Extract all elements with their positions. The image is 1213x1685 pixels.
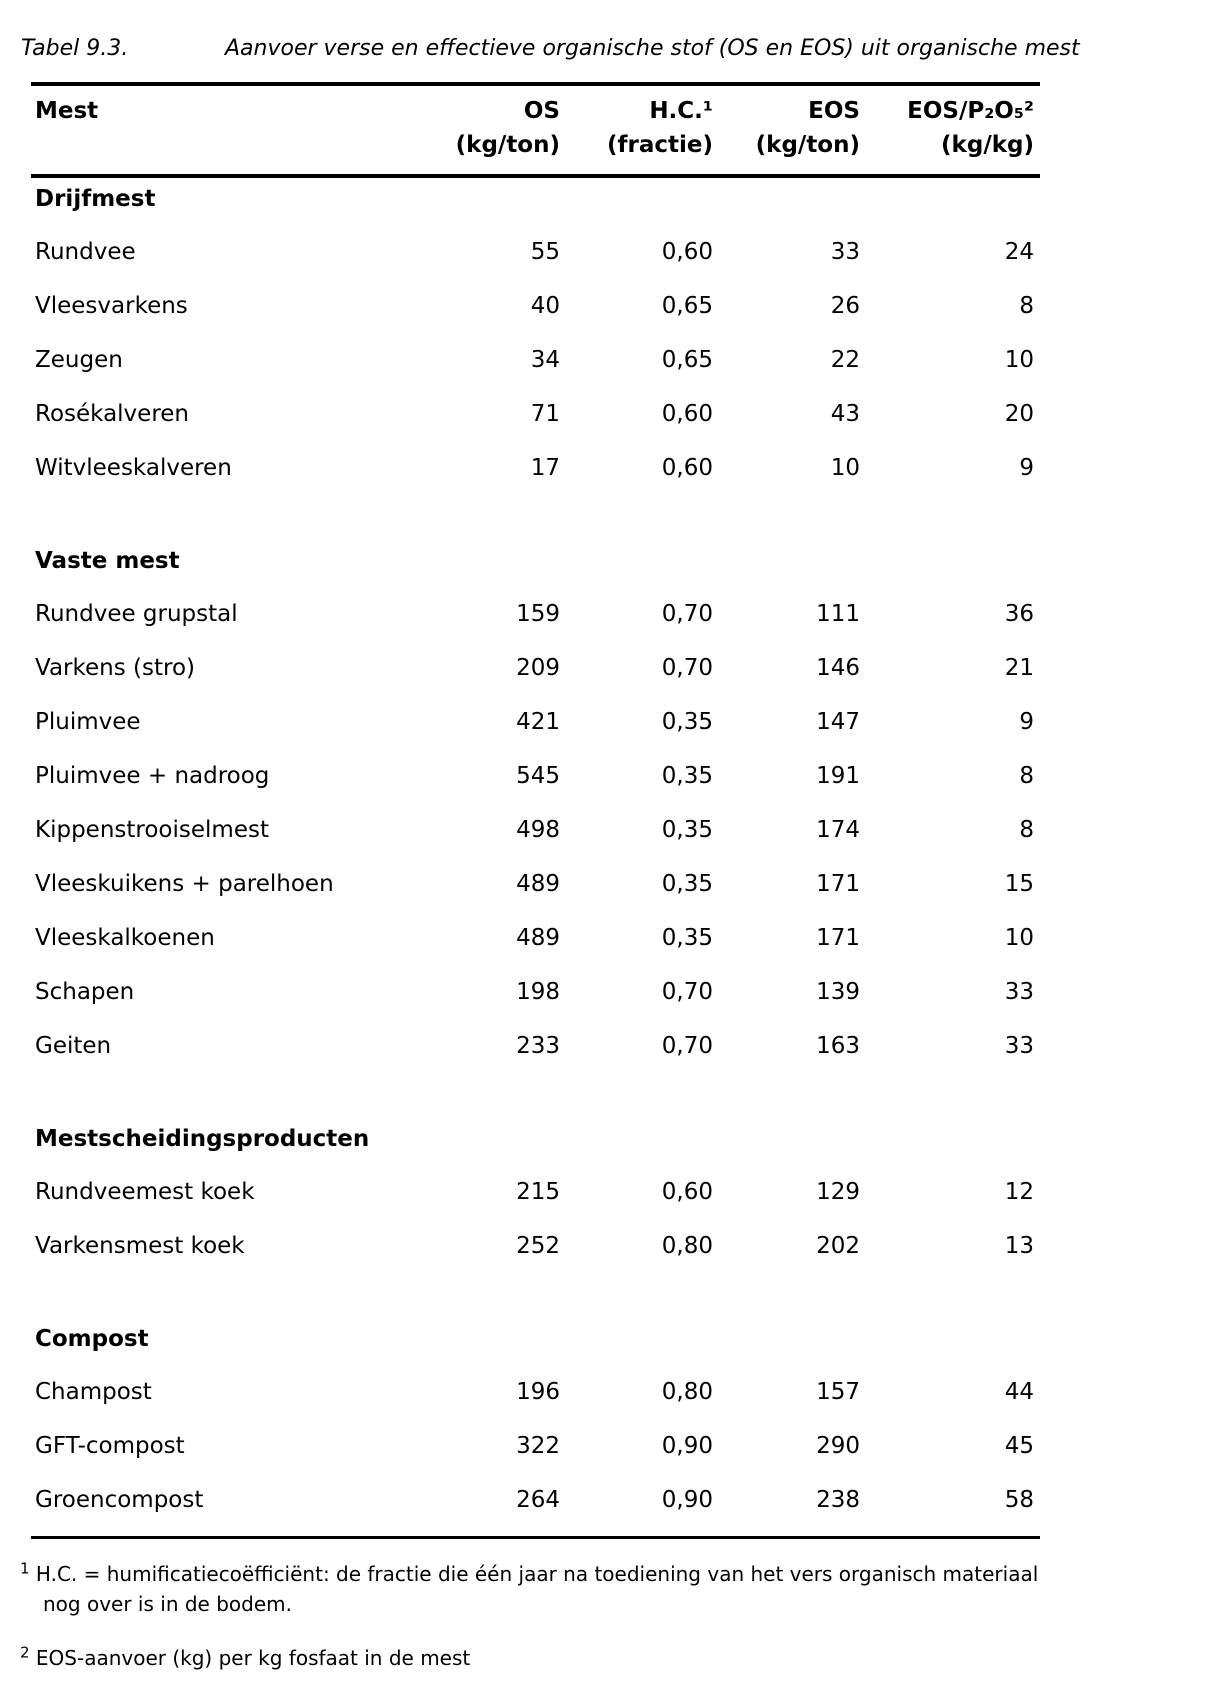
footnote-2-marker: 2 — [20, 1643, 30, 1662]
column-header-eos-p2o5: EOS/P₂O₅² (kg/kg) — [860, 86, 1040, 178]
footnote-1-marker: 1 — [20, 1559, 30, 1578]
table-row: Vleeskalkoenen 489 0,35 171 10 — [35, 924, 1034, 951]
table-row: Kippenstrooiselmest 498 0,35 174 8 — [35, 816, 1034, 843]
section-header-drijfmest: Drijfmest — [35, 186, 156, 212]
table-row: Rundvee grupstal 159 0,70 111 36 — [35, 600, 1034, 627]
column-header-mest: Mest — [31, 86, 371, 178]
footnote-2: 2 EOS-aanvoer (kg) per kg fosfaat in de … — [20, 1643, 1050, 1673]
table-row: Vleeskuikens + parelhoen 489 0,35 171 15 — [35, 870, 1034, 897]
table-row: Pluimvee + nadroog 545 0,35 191 8 — [35, 762, 1034, 789]
table-row: GFT-compost 322 0,90 290 45 — [35, 1432, 1034, 1459]
table-title: Aanvoer verse en effectieve organische s… — [225, 36, 1080, 61]
table-row: Witvleeskalveren 17 0,60 10 9 — [35, 454, 1034, 481]
header-row: Mest OS (kg/ton) H.C.¹ (fractie) EOS (kg… — [31, 86, 1040, 178]
table-row: Groencompost 264 0,90 238 58 — [35, 1486, 1034, 1513]
table-number: Tabel 9.3. — [21, 36, 129, 61]
data-table-container: Mest OS (kg/ton) H.C.¹ (fractie) EOS (kg… — [31, 82, 1040, 1539]
footnote-2-text: EOS-aanvoer (kg) per kg fosfaat in de me… — [35, 1646, 471, 1670]
section-header-compost: Compost — [35, 1326, 149, 1352]
footnotes: 1 H.C. = humificatiecoëfficiënt: de frac… — [20, 1559, 1050, 1673]
section-header-vaste-mest: Vaste mest — [35, 548, 180, 574]
column-header-os: OS (kg/ton) — [371, 86, 560, 178]
table-row: Geiten 233 0,70 163 33 — [35, 1032, 1034, 1059]
column-header-eos: EOS (kg/ton) — [713, 86, 860, 178]
table-row: Pluimvee 421 0,35 147 9 — [35, 708, 1034, 735]
table-row: Varkensmest koek 252 0,80 202 13 — [35, 1232, 1034, 1259]
table-row: Vleesvarkens 40 0,65 26 8 — [35, 292, 1034, 319]
table-row: Zeugen 34 0,65 22 10 — [35, 346, 1034, 373]
table-row: Rundvee 55 0,60 33 24 — [35, 238, 1034, 265]
column-header-hc: H.C.¹ (fractie) — [560, 86, 713, 178]
table-row: Varkens (stro) 209 0,70 146 21 — [35, 654, 1034, 681]
footnote-1: 1 H.C. = humificatiecoëfficiënt: de frac… — [20, 1559, 1050, 1619]
footnote-1-text: H.C. = humificatiecoëfficiënt: de fracti… — [35, 1562, 1039, 1616]
table-body: Drijfmest Rundvee 55 0,60 33 24 Vleesvar… — [31, 176, 1040, 1522]
table-row: Schapen 198 0,70 139 33 — [35, 978, 1034, 1005]
table-row: Rosékalveren 71 0,60 43 20 — [35, 400, 1034, 427]
table-row: Champost 196 0,80 157 44 — [35, 1378, 1034, 1405]
table-header: Mest OS (kg/ton) H.C.¹ (fractie) EOS (kg… — [31, 86, 1040, 178]
table-caption: Tabel 9.3. Aanvoer verse en effectieve o… — [21, 34, 1213, 64]
table-row: Rundveemest koek 215 0,60 129 12 — [35, 1178, 1034, 1205]
data-table: Mest OS (kg/ton) H.C.¹ (fractie) EOS (kg… — [31, 86, 1040, 1522]
section-header-mestscheidingsproducten: Mestscheidingsproducten — [35, 1126, 370, 1152]
